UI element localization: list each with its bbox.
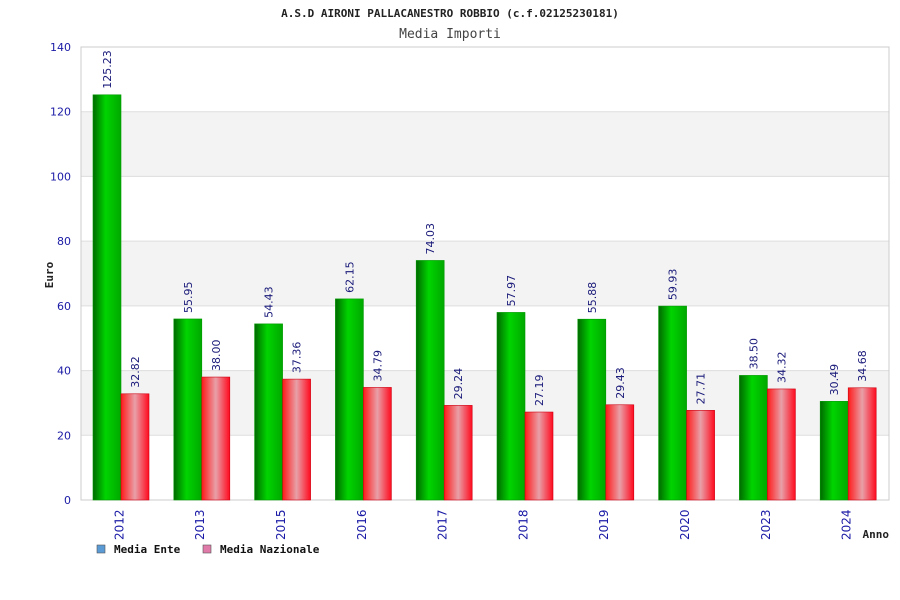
bar-media-ente-2023 — [739, 375, 768, 501]
value-label: 55.88 — [586, 282, 599, 314]
bar-media-nazionale-2017 — [443, 405, 473, 501]
x-tick-label: 2024 — [840, 509, 854, 540]
value-label: 38.50 — [747, 338, 760, 370]
x-axis-label: Anno — [863, 528, 890, 541]
bar-media-nazionale-2013 — [201, 376, 231, 501]
value-label: 125.23 — [101, 50, 114, 89]
legend-label: Media Nazionale — [220, 543, 320, 556]
y-tick-label: 140 — [50, 41, 71, 54]
value-label: 29.43 — [614, 367, 627, 399]
y-axis-label: Euro — [43, 261, 56, 288]
value-label: 54.43 — [263, 286, 276, 318]
value-label: 34.79 — [371, 350, 384, 382]
bar-media-nazionale-2016 — [363, 387, 392, 501]
chart-subtitle: Media Importi — [399, 27, 501, 42]
value-labels: 125.23 32.82 55.95 38.00 54.43 37.36 62.15 34.7… — [101, 50, 869, 406]
x-tick-label: 2017 — [436, 509, 450, 540]
bar-media-ente-2019 — [577, 318, 607, 501]
plot-frame — [80, 46, 890, 501]
value-label: 34.32 — [775, 351, 788, 383]
value-label: 34.68 — [856, 350, 869, 382]
grid-band — [81, 241, 889, 306]
bar-media-ente-2012 — [92, 94, 122, 501]
bar-media-nazionale-2018 — [524, 411, 554, 501]
bar-media-nazionale-2023 — [767, 388, 796, 501]
x-tick-label: 2023 — [759, 509, 773, 540]
x-tick-label: 2013 — [193, 509, 207, 540]
bar-media-ente-2018 — [496, 312, 526, 501]
bars — [92, 94, 877, 501]
x-tick-label: 2012 — [112, 509, 126, 540]
y-tick-label: 120 — [50, 106, 71, 119]
legend: Media Ente Media Nazionale — [96, 543, 320, 556]
y-tick-label: 40 — [57, 365, 71, 378]
x-tick-label: 2016 — [355, 509, 369, 540]
chart-title: A.S.D AIRONI PALLACANESTRO ROBBIO (c.f.0… — [281, 7, 619, 20]
bar-media-nazionale-2012 — [120, 393, 150, 501]
bar-media-ente-2013 — [173, 318, 203, 501]
x-tick-label: 2020 — [678, 509, 692, 540]
value-label: 30.49 — [828, 364, 841, 396]
value-label: 29.24 — [452, 368, 465, 400]
x-tick-label: 2018 — [516, 509, 530, 540]
value-label: 38.00 — [210, 340, 223, 372]
bar-media-ente-2015 — [254, 323, 283, 501]
bar-media-ente-2017 — [415, 260, 445, 501]
legend-swatch — [96, 544, 106, 554]
value-label: 57.97 — [505, 275, 518, 307]
bar-media-ente-2016 — [335, 298, 364, 501]
x-tick-label: 2019 — [597, 509, 611, 540]
value-label: 74.03 — [424, 223, 437, 255]
bar-media-ente-2020 — [658, 305, 687, 501]
value-label: 62.15 — [343, 261, 356, 293]
y-tick-label: 20 — [57, 429, 71, 442]
bar-media-nazionale-2015 — [282, 378, 311, 501]
y-tick-label: 80 — [57, 235, 71, 248]
value-label: 37.36 — [291, 342, 304, 374]
bar-media-nazionale-2019 — [605, 404, 635, 501]
value-label: 32.82 — [129, 356, 142, 388]
y-tick-label: 60 — [57, 300, 71, 313]
bar-media-nazionale-2024 — [847, 387, 877, 501]
bar-media-ente-2024 — [819, 401, 849, 501]
value-label: 55.95 — [182, 281, 195, 313]
x-axis-ticks: 2012 2013 2015 2016 2017 2018 2019 2020 2023 2024 — [112, 509, 853, 540]
y-tick-label: 0 — [64, 494, 71, 507]
value-label: 59.93 — [667, 269, 680, 301]
legend-swatch — [202, 544, 212, 554]
x-tick-label: 2015 — [274, 509, 288, 540]
y-axis-ticks: 0 20 40 60 80 100 120 140 — [50, 41, 71, 507]
legend-label: Media Ente — [114, 543, 181, 556]
bar-media-nazionale-2020 — [686, 410, 715, 501]
value-label: 27.19 — [533, 375, 546, 407]
y-tick-label: 100 — [50, 170, 71, 183]
grid-band — [81, 111, 889, 177]
value-label: 27.71 — [695, 373, 708, 405]
